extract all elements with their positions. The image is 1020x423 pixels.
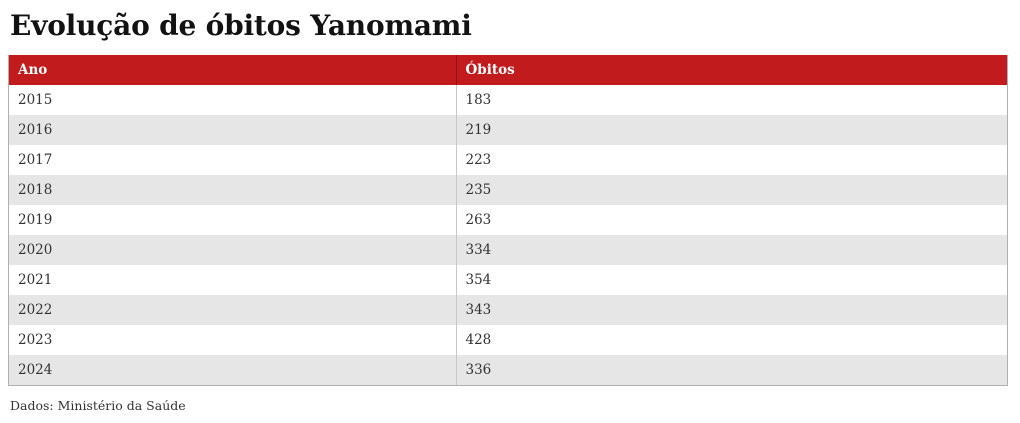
cell-obitos: 263: [456, 205, 1007, 236]
data-table-container: Ano Óbitos 2015 183 2016 219 2017 223: [8, 55, 1008, 387]
table-row: 2017 223: [9, 145, 1007, 176]
page-title: Evolução de óbitos Yanomami: [10, 9, 472, 42]
cell-ano: 2020: [9, 235, 457, 266]
cell-ano: 2023: [9, 325, 457, 356]
cell-ano: 2019: [9, 205, 457, 236]
cell-obitos: 219: [456, 115, 1007, 146]
cell-obitos: 354: [456, 265, 1007, 296]
cell-obitos: 334: [456, 235, 1007, 266]
column-header-obitos: Óbitos: [456, 55, 1007, 86]
cell-obitos: 223: [456, 145, 1007, 176]
table-row: 2024 336: [9, 355, 1007, 386]
cell-ano: 2021: [9, 265, 457, 296]
table-row: 2018 235: [9, 175, 1007, 206]
table-row: 2020 334: [9, 235, 1007, 266]
table-row: 2016 219: [9, 115, 1007, 146]
column-header-ano: Ano: [9, 55, 457, 86]
table-row: 2021 354: [9, 265, 1007, 296]
cell-ano: 2024: [9, 355, 457, 386]
table-row: 2023 428: [9, 325, 1007, 356]
table-header-row: Ano Óbitos: [9, 55, 1007, 86]
data-source-note: Dados: Ministério da Saúde: [10, 398, 186, 414]
cell-obitos: 235: [456, 175, 1007, 206]
cell-obitos: 343: [456, 295, 1007, 326]
table-row: 2015 183: [9, 85, 1007, 116]
cell-ano: 2022: [9, 295, 457, 326]
cell-obitos: 336: [456, 355, 1007, 386]
cell-obitos: 428: [456, 325, 1007, 356]
data-table: Ano Óbitos 2015 183 2016 219 2017 223: [9, 55, 1007, 386]
cell-ano: 2017: [9, 145, 457, 176]
cell-ano: 2015: [9, 85, 457, 116]
cell-ano: 2018: [9, 175, 457, 206]
cell-obitos: 183: [456, 85, 1007, 116]
table-row: 2019 263: [9, 205, 1007, 236]
table-row: 2022 343: [9, 295, 1007, 326]
cell-ano: 2016: [9, 115, 457, 146]
